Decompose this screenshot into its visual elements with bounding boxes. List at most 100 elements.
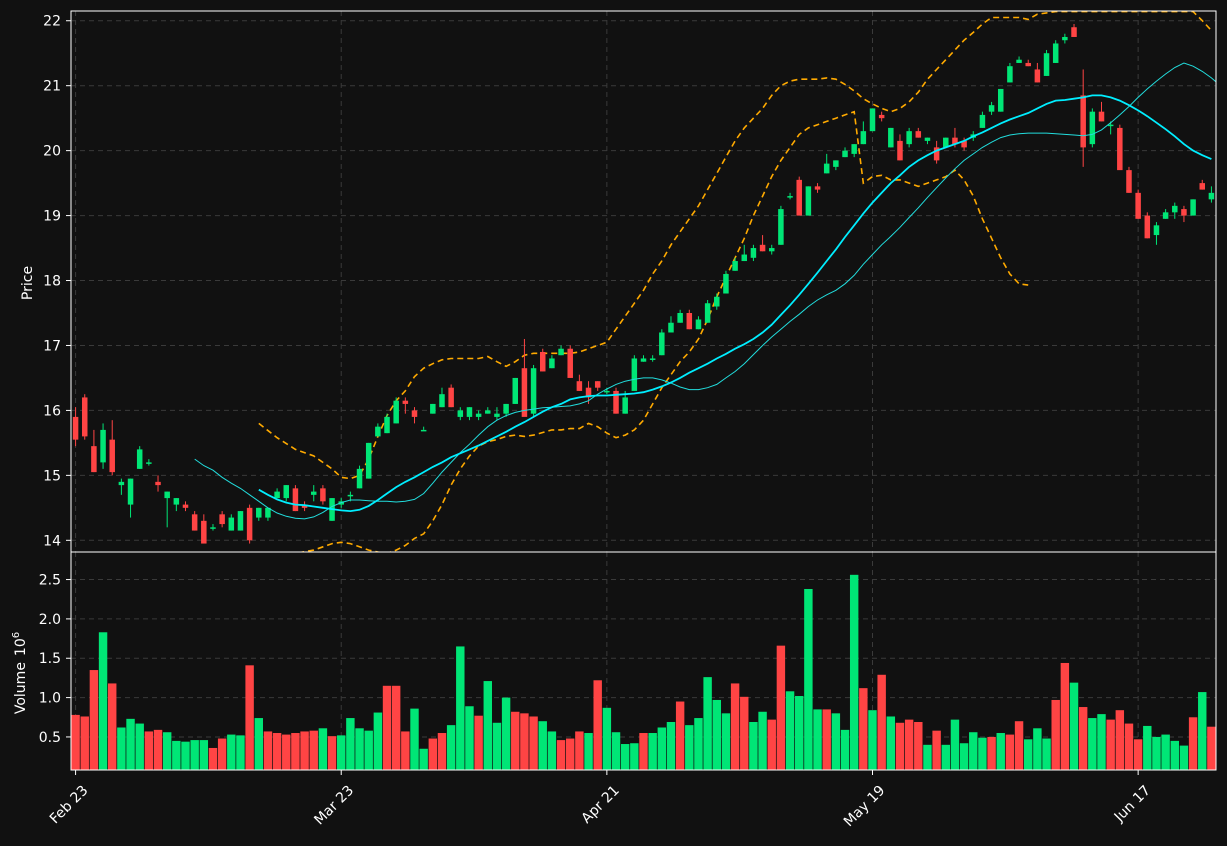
volume-bar [602, 707, 612, 770]
volume-bar [703, 677, 712, 770]
volume-plot [71, 574, 1216, 770]
volume-bar [675, 701, 685, 770]
volume-ytick-label: 0.5 [39, 730, 61, 746]
candle-body [924, 137, 931, 141]
volume-bar [547, 731, 557, 770]
candle-body [1144, 215, 1151, 239]
sma-line [194, 62, 1216, 520]
candle-body [878, 114, 885, 119]
candle-body [704, 303, 711, 323]
candle-body [155, 481, 161, 486]
candle-body [1208, 192, 1215, 200]
candle-body [411, 410, 418, 417]
volume-bar [575, 731, 584, 770]
volume-bar [914, 721, 923, 770]
volume-bar [135, 723, 144, 770]
price-ytick-label: 15 [43, 468, 61, 484]
volume-bar [1106, 719, 1115, 770]
volume-bar [520, 713, 529, 770]
candle-body [1071, 27, 1077, 37]
candle-body [448, 387, 454, 408]
volume-bar [337, 735, 346, 770]
upper-band-line [258, 11, 1212, 480]
candle-body [1107, 124, 1114, 127]
candle-body [759, 244, 766, 252]
volume-bar [822, 709, 831, 770]
candle-body [512, 377, 519, 404]
volume-bar [80, 716, 89, 770]
volume-axis-label: Volume 106 [11, 632, 29, 714]
volume-bar [1060, 662, 1070, 770]
candle-body [127, 478, 134, 505]
volume-bar [804, 588, 813, 770]
candle-body [100, 429, 106, 463]
candle-body [888, 127, 894, 148]
candle-body [72, 416, 79, 440]
volume-bar [740, 696, 749, 770]
candle-body [256, 507, 262, 518]
volume-bar [382, 685, 392, 770]
volume-bar [1033, 728, 1042, 770]
volume-bar [969, 732, 978, 770]
candle-body [961, 140, 967, 148]
candle-body [191, 514, 198, 531]
candle-body [503, 403, 509, 414]
volume-bar [126, 718, 135, 770]
candle-body [521, 368, 528, 417]
volume-bar [1115, 710, 1125, 770]
candle-body [677, 312, 683, 323]
candle-body [1062, 36, 1068, 41]
candle-body [823, 163, 830, 174]
volume-bar [1143, 725, 1152, 770]
price-ytick-label: 18 [43, 274, 61, 290]
candle-body [1043, 53, 1050, 76]
candle-body [778, 209, 784, 245]
volume-bar [1005, 734, 1015, 770]
candle-body [265, 507, 271, 518]
volume-bar [153, 729, 163, 770]
candle-body [164, 491, 170, 499]
candle-body [604, 390, 610, 393]
price-plot [72, 11, 1216, 552]
volume-bar [721, 713, 731, 770]
candle-body [640, 358, 647, 362]
candle-body [659, 332, 665, 356]
candle-body [668, 322, 674, 333]
volume-bar [355, 728, 364, 770]
volume-bar [639, 733, 648, 770]
candle-body [732, 261, 738, 271]
volume-bar [98, 632, 108, 770]
volume-bar [795, 696, 804, 770]
volume-bar [227, 734, 236, 770]
volume-bar [236, 735, 245, 770]
volume-bar [401, 731, 410, 770]
candle-body [787, 196, 793, 198]
candle-body [723, 274, 729, 294]
volume-bar [501, 697, 511, 770]
candle-body [1016, 59, 1022, 63]
candle-body [622, 397, 628, 414]
volume-bar [1024, 739, 1033, 770]
volume-bar [1161, 734, 1170, 770]
volume-bar [1133, 739, 1143, 770]
candle-body [118, 481, 125, 486]
volume-bar [300, 731, 309, 770]
candle-body [1117, 127, 1123, 171]
volume-bar [849, 574, 859, 770]
volume-axis-label-text: Volume 106 [11, 632, 29, 714]
volume-bar [437, 733, 447, 770]
volume-bar [978, 737, 987, 770]
volume-bar [89, 670, 99, 770]
candle-body [1034, 69, 1041, 83]
volume-bar [309, 730, 318, 770]
volume-bar [1124, 723, 1134, 770]
candle-body [182, 504, 189, 508]
candle-body [851, 144, 857, 154]
volume-bar [657, 727, 667, 770]
volume-bar [1069, 682, 1079, 770]
volume-panel-frame [70, 551, 1217, 771]
candle-body [805, 186, 812, 216]
lower-band-line [298, 110, 1029, 552]
candle-body [613, 390, 619, 414]
